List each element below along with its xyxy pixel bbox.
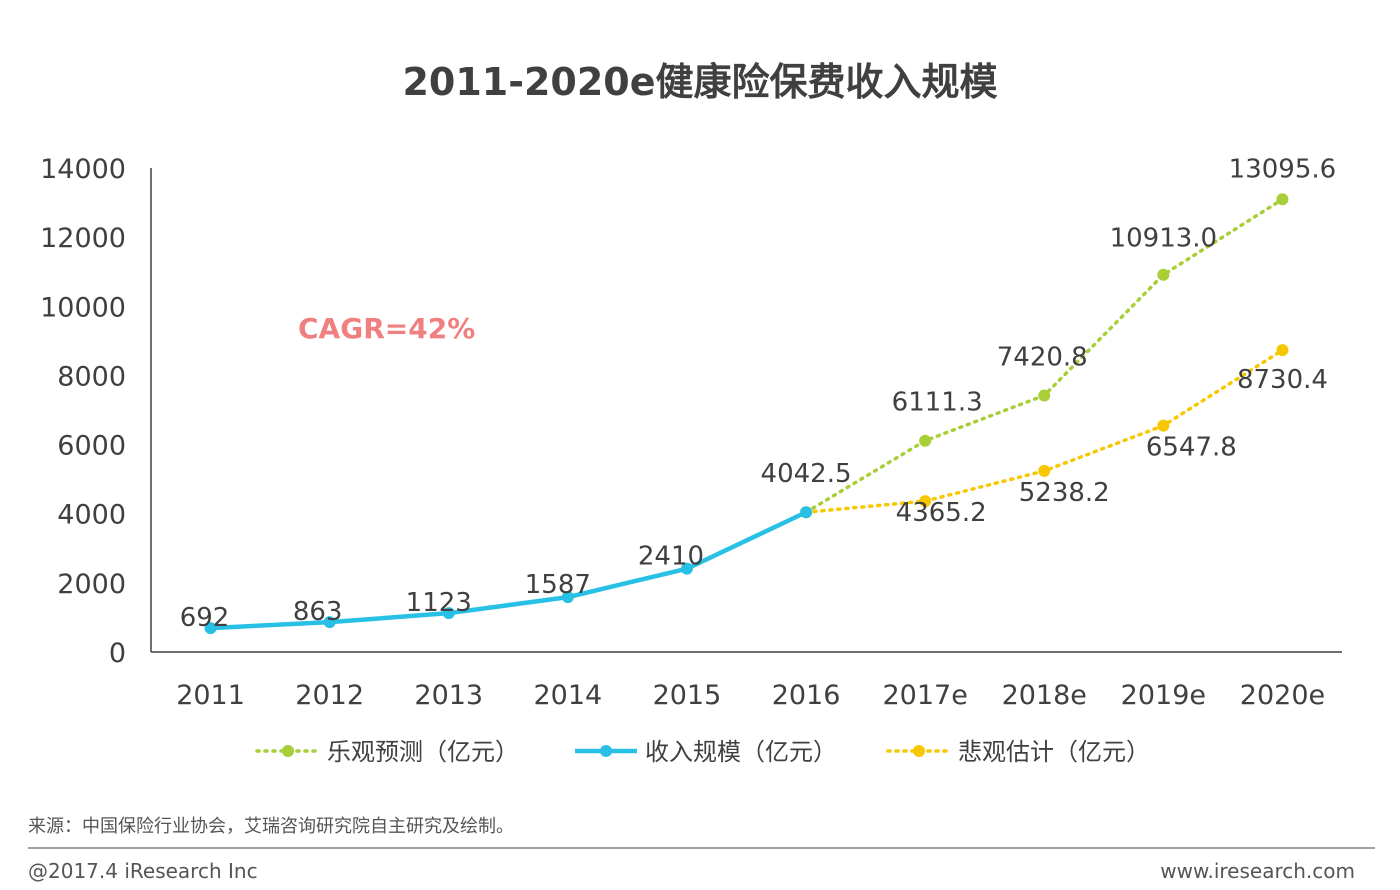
y-tick-label: 8000 xyxy=(57,361,126,392)
data-point xyxy=(1157,268,1170,281)
x-tick-label: 2011 xyxy=(176,680,245,711)
data-point xyxy=(1276,193,1289,206)
x-tick-label: 2016 xyxy=(772,680,841,711)
data-point xyxy=(800,506,813,519)
y-axis-ticks: 0 2000 4000 6000 8000 10000 12000 14000 xyxy=(40,154,126,669)
data-point xyxy=(919,495,932,508)
footer-website: www.iresearch.com xyxy=(1160,859,1355,883)
data-point xyxy=(442,607,455,620)
legend-swatch-marker xyxy=(913,745,925,757)
legend-label: 收入规模（亿元） xyxy=(645,738,837,766)
data-label: 13095.6 xyxy=(1229,154,1337,184)
data-point xyxy=(1038,464,1051,477)
series-layer xyxy=(204,193,1289,635)
footer-copyright: @2017.4 iResearch Inc xyxy=(28,859,258,883)
legend-item: 收入规模（亿元） xyxy=(575,738,837,766)
data-point xyxy=(1038,389,1051,402)
data-label: 6111.3 xyxy=(892,388,983,418)
data-point xyxy=(1276,344,1289,357)
legend-item: 悲观估计（亿元） xyxy=(886,738,1150,766)
data-labels: 6111.3 7420.8 10913.0 13095.6 692 863 1123 1587… xyxy=(180,154,1336,633)
x-tick-label: 2013 xyxy=(414,680,483,711)
legend-swatch-marker xyxy=(282,745,294,757)
y-tick-label: 10000 xyxy=(40,292,126,323)
y-tick-label: 6000 xyxy=(57,431,126,462)
x-tick-label: 2012 xyxy=(295,680,364,711)
x-tick-label: 2017e xyxy=(882,680,967,711)
x-tick-label: 2020e xyxy=(1240,680,1325,711)
data-point xyxy=(204,622,217,635)
data-label: 10913.0 xyxy=(1110,224,1218,254)
x-tick-label: 2015 xyxy=(653,680,722,711)
data-label: 6547.8 xyxy=(1146,433,1237,463)
data-point xyxy=(680,562,693,575)
axes xyxy=(150,168,1342,653)
data-point xyxy=(561,591,574,604)
legend-item: 乐观预测（亿元） xyxy=(255,738,519,766)
source-note: 来源：中国保险行业协会，艾瑞咨询研究院自主研究及绘制。 xyxy=(28,816,514,837)
data-label: 863 xyxy=(293,597,343,627)
data-label: 4365.2 xyxy=(896,498,987,528)
y-tick-label: 4000 xyxy=(57,500,126,531)
legend: 乐观预测（亿元） 收入规模（亿元） 悲观估计（亿元） xyxy=(255,738,1150,766)
y-tick-label: 12000 xyxy=(40,223,126,254)
x-tick-label: 2014 xyxy=(533,680,602,711)
y-tick-label: 0 xyxy=(109,638,126,669)
x-axis-ticks: 2011 2012 2013 2014 2015 2016 2017e 2018e 2019e 2… xyxy=(176,680,1325,711)
legend-label: 乐观预测（亿元） xyxy=(327,738,519,766)
data-label: 4042.5 xyxy=(761,459,852,489)
data-label: 1123 xyxy=(406,588,472,618)
data-point xyxy=(919,434,932,447)
x-tick-label: 2019e xyxy=(1121,680,1206,711)
x-tick-label: 2018e xyxy=(1002,680,1087,711)
chart-title: 2011-2020e健康险保费收入规模 xyxy=(402,60,997,104)
legend-label: 悲观估计（亿元） xyxy=(958,738,1150,766)
data-point xyxy=(1157,419,1170,432)
data-label: 8730.4 xyxy=(1237,365,1328,395)
data-label: 7420.8 xyxy=(997,342,1088,372)
data-label: 2410 xyxy=(638,542,704,572)
legend-swatch-marker xyxy=(600,745,612,757)
y-tick-label: 14000 xyxy=(40,154,126,185)
series-line xyxy=(210,510,808,631)
y-tick-label: 2000 xyxy=(57,569,126,600)
data-label: 5238.2 xyxy=(1019,478,1110,508)
cagr-annotation: CAGR=42% xyxy=(298,312,475,345)
data-label: 692 xyxy=(180,603,230,633)
data-point xyxy=(323,616,336,629)
data-label: 1587 xyxy=(525,570,591,600)
